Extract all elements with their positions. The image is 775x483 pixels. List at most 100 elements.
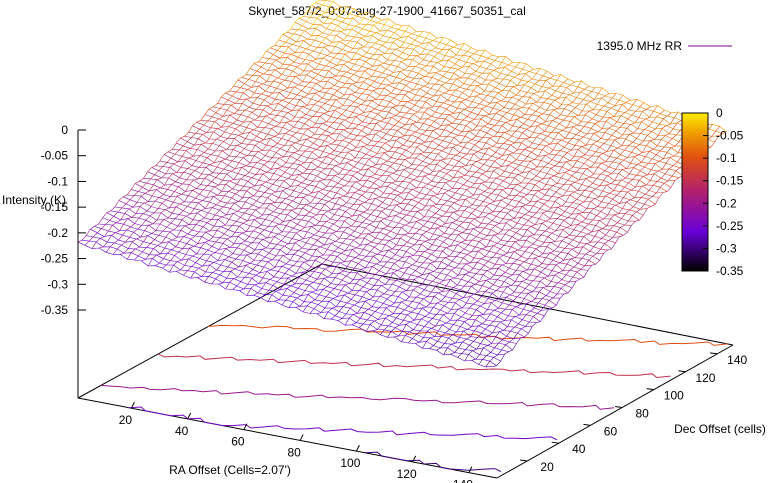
mesh-line <box>519 160 524 166</box>
mesh-line <box>407 237 412 243</box>
mesh-line <box>624 220 629 226</box>
mesh-line <box>290 116 296 122</box>
mesh-line <box>635 180 640 188</box>
mesh-line <box>414 164 420 170</box>
mesh-line <box>412 55 417 60</box>
mesh-line <box>229 278 234 283</box>
mesh-line <box>137 186 143 192</box>
mesh-line <box>420 76 426 79</box>
mesh-line <box>208 272 213 277</box>
mesh-line <box>562 263 568 271</box>
mesh-line <box>429 271 434 274</box>
mesh-line <box>336 59 342 66</box>
mesh-line <box>182 141 188 147</box>
mesh-line <box>300 30 305 36</box>
mesh-line <box>300 290 306 296</box>
mesh-line <box>560 284 566 289</box>
mesh-line <box>639 176 644 181</box>
mesh-line <box>437 60 442 63</box>
mesh-line <box>354 32 359 38</box>
mesh-line <box>593 241 598 247</box>
mesh-line <box>419 337 424 343</box>
mesh-line <box>408 89 414 92</box>
mesh-line <box>237 103 243 111</box>
mesh-line <box>269 146 274 151</box>
mesh-line <box>503 241 509 246</box>
mesh-line <box>330 277 336 284</box>
mesh-line <box>639 140 644 145</box>
mesh-line <box>383 186 388 194</box>
mesh-line <box>204 148 209 153</box>
mesh-line <box>498 189 503 196</box>
mesh-line <box>291 208 296 211</box>
mesh-line <box>468 204 473 208</box>
mesh-line <box>120 213 126 221</box>
mesh-line <box>590 236 595 243</box>
mesh-line <box>261 90 266 95</box>
mesh-line <box>292 297 298 302</box>
mesh-line <box>519 123 524 128</box>
mesh-line <box>547 196 553 201</box>
mesh-line <box>358 146 364 152</box>
mesh-line <box>223 266 229 272</box>
mesh-line <box>290 283 296 287</box>
mesh-line <box>171 181 176 185</box>
mesh-line <box>440 268 445 274</box>
mesh-line <box>316 14 322 19</box>
mesh-line <box>394 29 399 33</box>
mesh-line <box>476 118 482 127</box>
mesh-line <box>350 127 355 134</box>
mesh-line <box>305 237 311 244</box>
mesh-line <box>428 40 433 43</box>
mesh-line <box>253 190 258 197</box>
mesh-line <box>583 159 589 164</box>
z-axis: 0-0.05-0.1-0.15-0.2-0.25-0.3-0.35 <box>41 123 86 398</box>
mesh-line <box>307 291 313 295</box>
mesh-line <box>532 175 537 180</box>
mesh-line <box>385 140 390 144</box>
mesh-line <box>327 307 333 313</box>
mesh-line <box>248 166 254 173</box>
mesh-line <box>486 229 492 236</box>
mesh-line <box>327 143 332 146</box>
mesh-line <box>188 255 193 260</box>
mesh-line <box>381 317 386 326</box>
mesh-line <box>284 231 290 237</box>
legend-label: 1395.0 MHz RR <box>597 39 683 53</box>
mesh-line <box>213 155 219 163</box>
mesh-line <box>667 138 673 143</box>
mesh-line <box>406 108 411 114</box>
mesh-line <box>550 241 555 243</box>
mesh-line <box>374 206 379 211</box>
mesh-line <box>437 85 443 91</box>
mesh-line <box>201 208 206 211</box>
mesh-line <box>451 192 456 198</box>
mesh-line <box>330 19 336 24</box>
mesh-line <box>544 87 550 92</box>
mesh-line <box>391 77 397 84</box>
mesh-line <box>383 289 389 295</box>
mesh-line <box>396 238 401 246</box>
mesh-line <box>370 173 376 177</box>
mesh-line <box>433 341 438 346</box>
mesh-line <box>467 239 473 245</box>
mesh-line <box>428 66 434 74</box>
mesh-line <box>443 59 449 67</box>
mesh-line <box>400 309 405 314</box>
mesh-line <box>364 233 369 239</box>
mesh-line <box>668 165 674 170</box>
mesh-line <box>262 81 267 85</box>
mesh-line <box>528 78 533 82</box>
mesh-line <box>377 45 383 50</box>
mesh-line <box>242 127 247 134</box>
mesh-line <box>326 283 332 287</box>
mesh-line <box>526 160 531 168</box>
mesh-line <box>365 85 371 90</box>
mesh-line <box>325 254 331 260</box>
mesh-line <box>190 170 196 175</box>
mesh-line <box>264 123 269 128</box>
mesh-line <box>589 109 594 112</box>
mesh-line <box>112 248 118 255</box>
y-tick <box>678 370 686 373</box>
mesh-line <box>383 59 388 64</box>
